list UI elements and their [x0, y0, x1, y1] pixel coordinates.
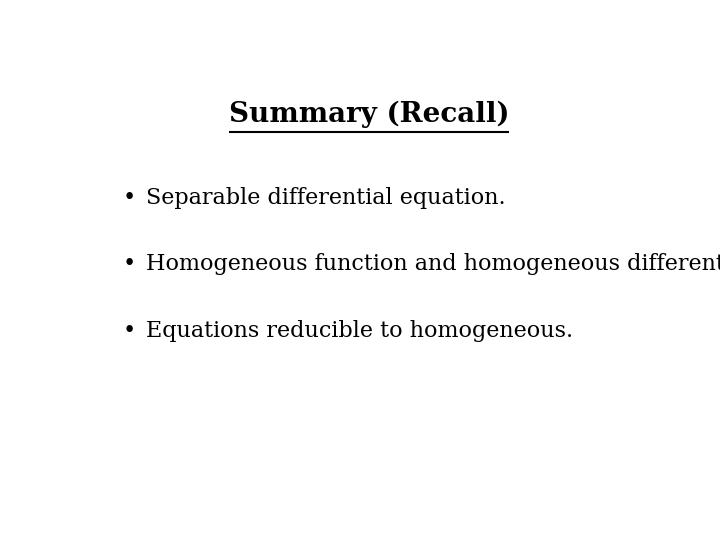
Text: •: •	[122, 187, 135, 209]
Text: Separable differential equation.: Separable differential equation.	[145, 187, 505, 209]
Text: Summary (Recall): Summary (Recall)	[229, 101, 509, 129]
Text: •: •	[122, 253, 135, 275]
Text: •: •	[122, 320, 135, 342]
Text: Equations reducible to homogeneous.: Equations reducible to homogeneous.	[145, 320, 573, 342]
Text: Homogeneous function and homogeneous differential equation.: Homogeneous function and homogeneous dif…	[145, 253, 720, 275]
